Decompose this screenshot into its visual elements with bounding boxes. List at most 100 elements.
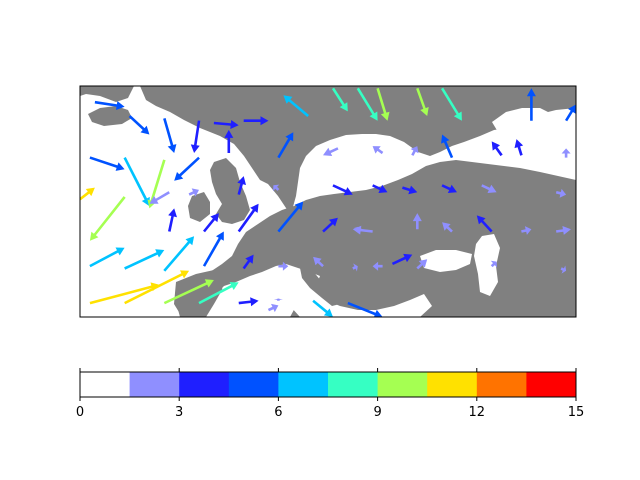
land-scandinavia-russia	[140, 86, 576, 214]
wind-vector-59	[372, 261, 383, 271]
wind-vector-67	[198, 282, 239, 305]
wind-vector-61	[416, 259, 428, 270]
colorbar-tick-label-5: 15	[568, 405, 585, 420]
wind-vector-23	[441, 134, 454, 159]
wind-vector-22	[410, 146, 419, 156]
wind-vector-54	[202, 231, 224, 267]
wind-vector-60	[391, 253, 413, 265]
wind-vector-71	[347, 301, 383, 317]
wind-vector-20	[323, 147, 339, 156]
wind-vector-34	[372, 184, 388, 193]
colorbar: 0 3 6 9 12 15	[76, 368, 584, 420]
colorbar-bin-1	[129, 372, 180, 397]
wind-vector-31	[237, 176, 246, 195]
colorbar-tick-label-0: 0	[76, 405, 84, 420]
wind-vector-7	[331, 87, 348, 112]
wind-vector-15	[123, 157, 150, 207]
wind-vector-50	[556, 226, 571, 235]
land-ireland	[188, 192, 210, 222]
land-iceland	[88, 106, 132, 126]
wind-vector-25	[514, 139, 524, 156]
wind-vector-32	[273, 184, 280, 192]
wind-vector-46	[412, 213, 422, 230]
wind-vector-13	[565, 104, 576, 122]
colorbar-bin-2	[179, 372, 230, 397]
wind-vector-45	[352, 225, 373, 235]
land-britain	[210, 158, 250, 224]
wind-vectors	[80, 87, 576, 317]
map-frame	[79, 85, 577, 318]
wind-vector-65	[124, 270, 190, 305]
map-axes	[79, 85, 577, 318]
colorbar-tick-label-3: 9	[373, 405, 381, 420]
wind-vector-41	[237, 203, 259, 233]
wind-vector-5	[243, 116, 269, 126]
land-masses	[80, 86, 576, 317]
colorbar-bins	[80, 372, 577, 397]
wind-vector-17	[174, 156, 200, 181]
wind-vector-18	[224, 129, 234, 153]
wind-vector-4	[213, 120, 239, 129]
land-italy	[300, 268, 340, 306]
wind-vector-9	[376, 87, 390, 121]
colorbar-bin-3	[228, 372, 279, 397]
wind-vector-40	[203, 213, 219, 233]
wind-vector-28	[89, 196, 126, 241]
wind-vector-12	[526, 88, 536, 121]
wind-vector-57	[313, 256, 324, 268]
wind-vector-66	[163, 279, 214, 305]
wind-vector-11	[441, 87, 462, 121]
colorbar-bin-5	[328, 372, 378, 397]
colorbar-bin-0	[80, 372, 130, 397]
wind-vector-58	[352, 263, 358, 272]
wind-vector-56	[278, 261, 289, 271]
wind-vector-37	[481, 184, 497, 193]
colorbar-frame	[79, 371, 577, 398]
colorbar-bin-7	[427, 372, 478, 397]
colorbar-bin-4	[278, 372, 329, 397]
wind-vector-26	[561, 148, 571, 158]
wind-vector-27	[80, 187, 95, 201]
wind-vector-68	[238, 297, 259, 307]
wind-vector-63	[560, 265, 567, 274]
colorbar-ticks: 0 3 6 9 12 15	[76, 368, 584, 420]
black-sea	[420, 250, 472, 272]
wind-vector-69	[273, 298, 283, 301]
wind-vector-64	[89, 282, 160, 305]
wind-vector-62	[490, 260, 497, 268]
wind-vector-52	[124, 249, 165, 270]
wind-vector-72	[267, 303, 279, 313]
white-sea	[492, 108, 552, 132]
wind-vector-1	[128, 115, 150, 135]
wind-vector-33	[332, 184, 353, 196]
wind-vector-47	[442, 222, 453, 233]
wind-vector-16	[147, 159, 166, 209]
land-greenland	[80, 86, 134, 102]
wind-vector-43	[322, 217, 338, 233]
wind-vector-55	[242, 254, 254, 270]
wind-vector-0	[94, 100, 125, 110]
wind-vector-2	[163, 118, 177, 153]
colorbar-bin-9	[526, 372, 577, 397]
wind-vector-51	[89, 247, 125, 268]
wind-vector-14	[89, 156, 125, 171]
colorbar-tick-label-2: 6	[274, 405, 282, 420]
wind-vector-35	[402, 185, 418, 195]
colorbar-bin-8	[476, 372, 527, 397]
wind-vector-10	[416, 87, 429, 116]
land-continent	[176, 160, 576, 317]
land-greece	[354, 280, 378, 302]
wind-vector-29	[149, 191, 170, 204]
wind-vector-36	[441, 184, 457, 193]
wind-vector-53	[163, 236, 195, 272]
wind-vector-24	[491, 141, 503, 157]
wind-vector-70	[312, 299, 333, 317]
wind-vector-3	[190, 120, 201, 153]
mediterranean-sea	[226, 276, 432, 317]
colorbar-bin-6	[377, 372, 428, 397]
colorbar-tick-label-1: 3	[175, 405, 183, 420]
wind-vector-19	[277, 132, 294, 159]
wind-vector-42	[277, 201, 304, 233]
wind-vector-8	[356, 87, 378, 121]
